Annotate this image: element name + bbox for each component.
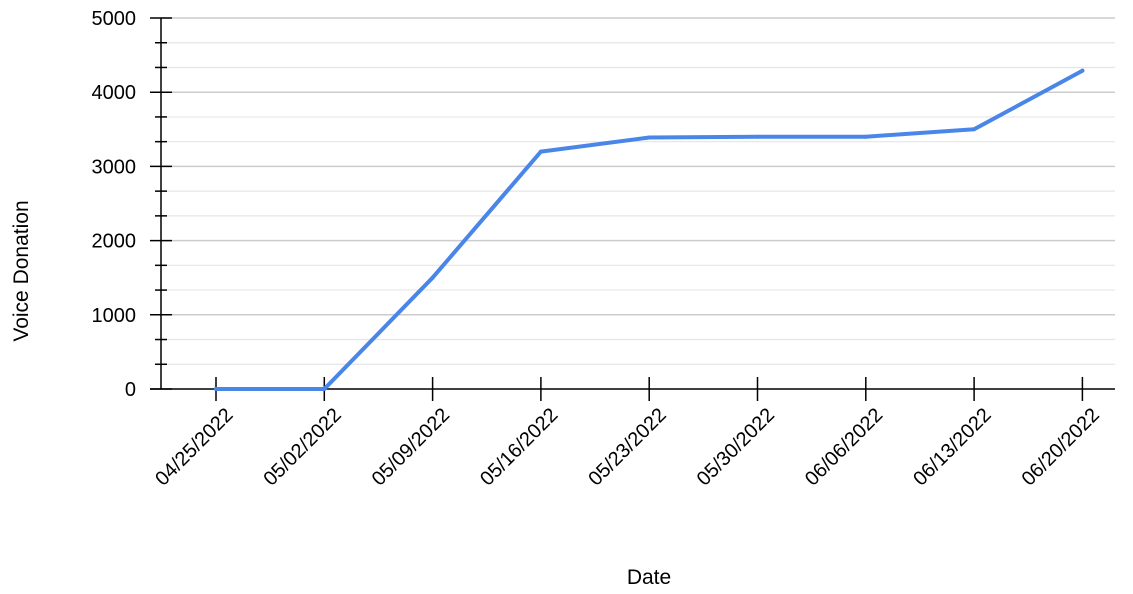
x-tick-label: 06/06/2022	[801, 404, 887, 490]
x-axis-ticks: 04/25/2022 05/02/2022 05/09/2022 05/16/2022…	[151, 377, 1104, 490]
data-point	[322, 387, 327, 391]
x-tick-label: 05/02/2022	[259, 404, 345, 490]
x-tick-label: 06/20/2022	[1018, 404, 1104, 490]
x-tick-label: 05/30/2022	[693, 404, 779, 490]
data-point	[538, 149, 543, 154]
y-tick-label: 1000	[92, 305, 137, 327]
y-axis-title: Voice Donation	[10, 200, 33, 341]
y-tick-label: 3000	[92, 156, 137, 178]
data-point	[1080, 68, 1085, 73]
x-tick-label: 05/23/2022	[584, 404, 670, 490]
axes	[150, 18, 1115, 390]
y-tick-label: 4000	[92, 82, 137, 104]
x-tick-label: 05/16/2022	[476, 404, 562, 490]
x-tick-label: 06/13/2022	[909, 404, 995, 490]
data-point	[214, 387, 218, 391]
y-tick-label: 0	[125, 379, 136, 401]
grid	[161, 17, 1115, 365]
data-point	[972, 127, 977, 132]
data-point	[430, 275, 435, 280]
x-tick-label: 05/09/2022	[368, 404, 454, 490]
data-point	[755, 134, 760, 139]
data-point	[863, 134, 868, 139]
y-tick-label: 2000	[92, 231, 137, 253]
data-point	[647, 135, 652, 140]
series-line	[214, 68, 1085, 391]
y-tick-label: 5000	[92, 8, 137, 30]
x-tick-label: 04/25/2022	[151, 404, 237, 490]
x-axis-title: Date	[627, 566, 671, 589]
series-layer	[214, 68, 1085, 391]
y-axis-ticks: 0 1000 2000 3000 4000 5000	[92, 8, 172, 401]
